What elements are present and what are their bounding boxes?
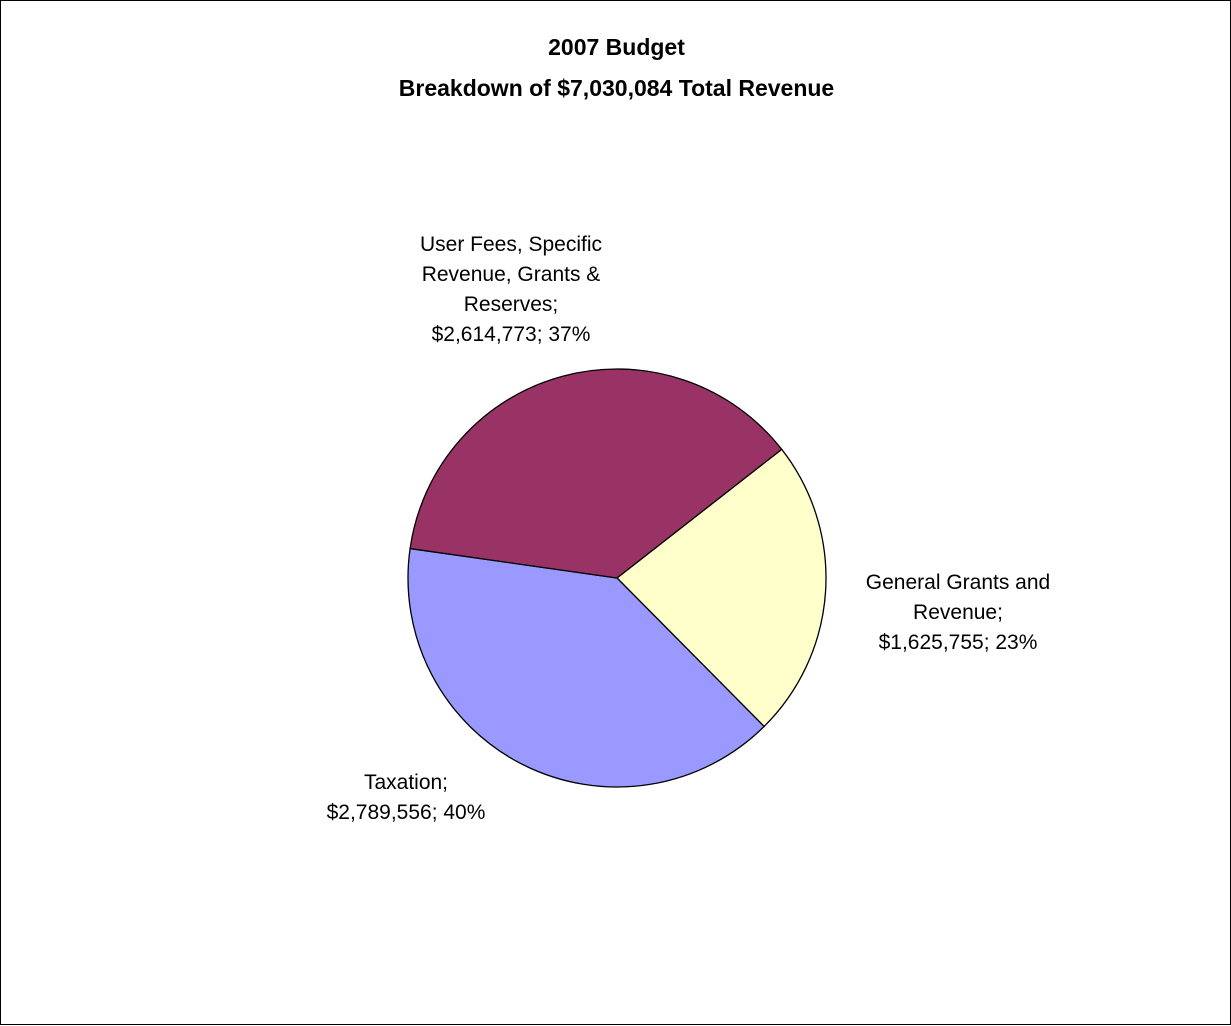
pie-slice-user-fees bbox=[409, 368, 783, 579]
pie-slice-taxation bbox=[407, 547, 766, 788]
slice-label-line: General Grants and bbox=[865, 571, 1051, 594]
chart-subtitle: Breakdown of $7,030,084 Total Revenue bbox=[398, 75, 835, 101]
slice-label-line: $1,625,755; 23% bbox=[878, 631, 1038, 654]
slice-label-line: User Fees, Specific bbox=[419, 233, 603, 256]
slice-label-line: Revenue, Grants & bbox=[421, 263, 601, 286]
slice-label-line: Taxation; bbox=[363, 771, 449, 794]
pie-slice-general-grants bbox=[616, 448, 827, 728]
slice-label-line: $2,789,556; 40% bbox=[326, 801, 486, 824]
slice-label-user-fees: User Fees, Specific Revenue, Grants & Re… bbox=[386, 230, 636, 350]
slice-label-line: $2,614,773; 37% bbox=[431, 323, 591, 346]
chart-title: 2007 Budget bbox=[548, 34, 685, 60]
slice-label-line: Revenue; bbox=[913, 601, 1003, 624]
slice-label-line: Reserves; bbox=[463, 293, 559, 316]
slice-label-taxation: Taxation; $2,789,556; 40% bbox=[281, 768, 531, 828]
slice-label-general-grants: General Grants and Revenue; $1,625,755; … bbox=[823, 568, 1093, 658]
